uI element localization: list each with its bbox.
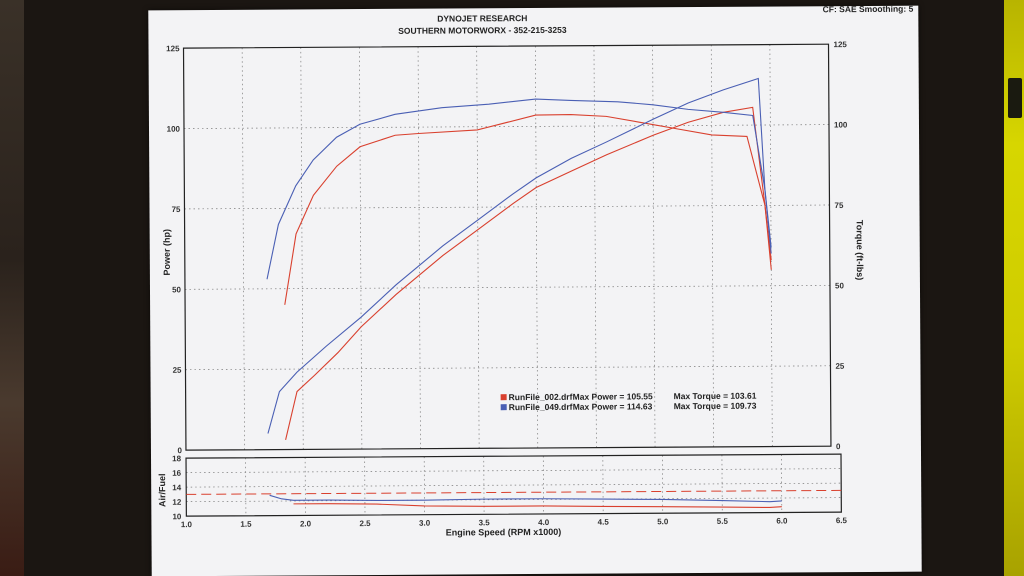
legend-swatch-run2 [500,404,507,411]
background-left [0,0,24,576]
main-plot-frame [182,43,832,451]
af-series [186,489,842,509]
af-tick-label: 16 [172,469,182,478]
gridline-y [184,285,830,290]
legend-run2-file: RunFile_049.drf [509,402,573,412]
af-tick-label: 18 [172,454,182,463]
af-tick-label: 10 [172,512,182,521]
af-axis-label: Air/Fuel [157,473,167,507]
af-reference-line [186,489,842,495]
dyno-sheet: DYNOJET RESEARCH SOUTHERN MOTORWORX - 35… [148,5,922,576]
af-tick-label: 12 [172,498,182,507]
x-tick-label: 1.5 [240,520,252,529]
x-tick-label: 6.0 [776,516,788,525]
main-series [266,77,772,441]
x-tick-label: 2.5 [359,519,371,528]
y-tick-label-right: 75 [834,201,844,210]
legend-run2-torque: Max Torque = 109.73 [674,401,757,412]
gridline-x [241,47,245,450]
af-gridline-y [186,468,842,473]
y-tick-label-left: 0 [177,446,182,455]
legend-run1-torque: Max Torque = 103.61 [674,391,757,402]
x-tick-label: 4.0 [538,518,550,527]
power-line-run2 [267,77,772,434]
card-marking [1008,78,1022,118]
af-plot-frame [185,453,842,517]
gridline-x [534,45,539,448]
gridline-y [183,124,829,129]
dyno-chart: DYNOJET RESEARCH SOUTHERN MOTORWORX - 35… [157,6,914,538]
y-tick-label-left: 125 [166,44,180,53]
x-tick-label: 3.5 [479,518,491,527]
gridline-x [710,44,715,447]
x-tick-label: 6.5 [836,516,848,525]
af-gridline-y [186,497,842,502]
af-tick-labels: 10 12 14 16 18 [172,454,182,521]
gridline-x [359,47,363,450]
legend-run1-power: Max Power = 105.55 [573,391,653,401]
af-tick-label: 14 [172,483,182,492]
main-tick-labels: 0 25 50 75 100 125 0 25 50 75 100 125 [166,40,848,455]
background-right-card [1004,0,1024,576]
gridline-x [476,46,480,449]
chart-subtitle: SOUTHERN MOTORWORX - 352-215-3253 [398,25,567,36]
legend-swatch-run1 [500,394,507,401]
y-tick-label-right: 0 [836,442,841,451]
gridline-x [652,45,656,448]
x-tick-label: 4.5 [598,518,610,527]
gridline-y [185,365,831,371]
legend-run2-power: Max Power = 114.63 [573,401,653,411]
y-tick-label-right: 25 [835,362,845,371]
x-tick-label: 5.0 [657,517,669,526]
torque-line-run1 [284,114,772,305]
x-tick-label: 2.0 [300,519,312,528]
y-axis-label-right: Torque (ft-lbs) [855,220,865,280]
main-grid [183,44,831,450]
af-gridline-y [186,482,842,488]
x-tick-label: 3.0 [419,519,431,528]
y-tick-label-left: 100 [167,125,181,134]
gridline-x [417,46,421,449]
gridline-x [300,47,304,450]
chart-title: DYNOJET RESEARCH [437,13,527,24]
af-line-run1 [293,503,782,509]
y-tick-label-right: 125 [833,40,847,49]
gridline-x [593,45,597,448]
x-tick-label: 5.5 [717,517,729,526]
y-tick-label-right: 100 [834,120,848,129]
y-tick-label-left: 25 [173,366,183,375]
af-line-run2 [269,494,782,503]
settings-label: CF: SAE Smoothing: 5 [823,6,914,15]
torque-line-run2 [266,98,772,280]
x-tick-label: 1.0 [181,520,193,529]
y-tick-label-right: 50 [835,281,845,290]
x-axis-label: Engine Speed (RPM x1000) [446,527,562,538]
y-axis-label-left: Power (hp) [162,229,172,276]
x-tick-labels: 1.0 1.5 2.0 2.5 3.0 3.5 4.0 4.5 5.0 5.5 6.0 6.5 [181,516,848,529]
legend-run1-file: RunFile_002.drf [509,392,573,402]
y-tick-label-left: 75 [172,205,182,214]
y-tick-label-left: 50 [172,285,182,294]
af-grid [186,454,842,516]
power-line-run1 [285,106,772,441]
legend: RunFile_002.drf Max Power = 105.55 Max T… [500,391,757,412]
